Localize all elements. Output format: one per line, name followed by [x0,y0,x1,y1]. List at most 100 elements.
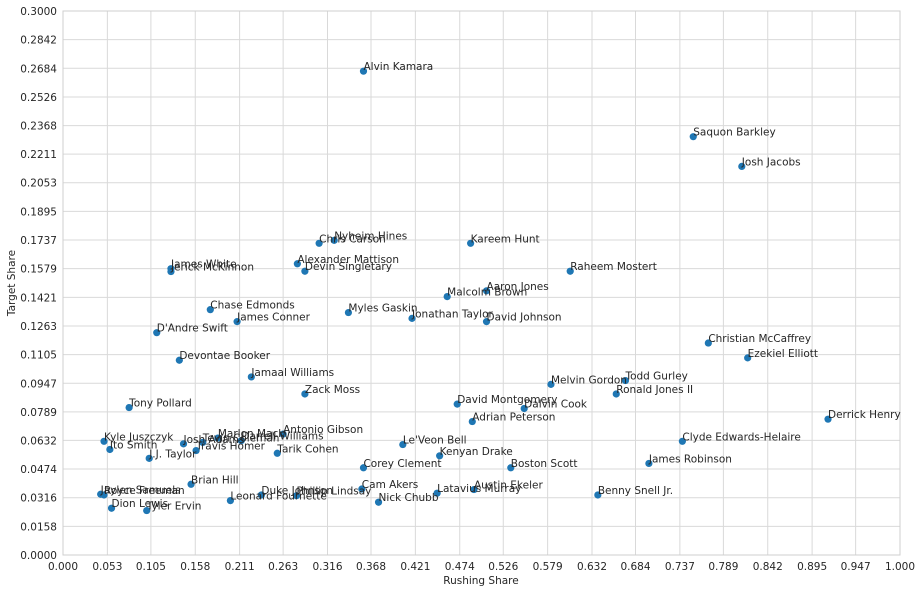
point-label: J.J. Taylor [148,448,197,460]
data-point [330,236,338,244]
y-tick-label: 0.2684 [20,63,57,75]
point-label: D'Andre Swift [157,323,228,335]
data-point [167,267,175,276]
data-point [470,485,478,494]
data-point [467,239,475,247]
data-point [179,440,188,448]
point-label: James White [170,259,237,271]
point-label: Saquon Barkley [693,127,775,139]
point-label: David Johnson [487,312,562,324]
data-point [744,354,752,362]
point-label: Tyler Ervin [146,501,202,513]
point-label: Myles Gaskin [348,303,417,315]
data-point [344,308,353,317]
point-label: Cam Akers [362,479,418,491]
point-label: Josh Adams [183,434,245,446]
data-point [175,356,183,364]
x-tick-label: 0.053 [92,561,122,573]
x-tick-labels: 0.000 0.053 0.105 0.158 0.211 0.263 0.316 0.368… [48,561,915,573]
grid-lines [62,10,901,556]
point-label: Darrell Williams [241,431,323,443]
data-point [292,492,301,500]
point-label: Dalvin Cook [524,398,588,410]
y-tick-labels: 0.0000 0.0158 0.0316 0.0474 0.0632 0.0789 0.09… [20,6,57,562]
x-tick-label: 0.368 [356,561,386,573]
data-point [247,373,255,381]
data-point [547,380,555,388]
x-tick-label: 0.000 [48,561,78,573]
point-label: Ito Smith [110,439,158,451]
point-label: Christian McCaffrey [708,333,811,345]
y-tick-label: 0.1421 [20,292,57,304]
x-tick-label: 0.105 [136,561,166,573]
x-tick-label: 0.316 [312,561,342,573]
data-point [436,452,444,460]
x-tick-label: 0.579 [533,561,563,573]
data-point [824,415,832,423]
x-tick-label: 0.842 [753,561,783,573]
point-label: Travis Homer [195,441,266,453]
data-point [433,489,441,497]
data-point [233,318,241,326]
data-point [199,438,207,446]
data-point [153,329,161,337]
data-point [145,454,153,462]
data-point [507,464,515,472]
data-point [621,376,630,385]
x-tick-label: 0.526 [488,561,518,573]
x-tick-label: 0.474 [445,561,475,573]
point-label: Kareem Hunt [471,233,540,245]
point-label: Jerick McKinnon [170,262,254,274]
y-tick-label: 0.0000 [20,550,57,562]
point-label: Corey Clement [363,458,441,470]
point-label: Todd Gurley [624,371,687,383]
point-label: Jaylen Samuels [100,484,181,496]
data-point [315,239,323,247]
data-point [359,464,368,472]
x-tick-label: 0.737 [665,561,695,573]
y-tick-label: 0.3000 [20,6,57,18]
point-label: Clyde Edwards-Helaire [682,431,800,443]
point-label: Leonard Fournette [230,491,326,503]
data-point [689,133,697,141]
data-point [257,491,265,499]
point-label: David Montgomery [457,394,557,406]
point-label: Malcolm Brown [447,287,527,299]
point-label: Devin Singletary [305,261,392,273]
point-label: Phillip Lindsay [297,486,372,498]
data-point [374,498,383,506]
x-tick-label: 0.684 [620,561,650,573]
data-point [237,436,245,445]
point-label: Zack Moss [305,384,360,396]
point-label: Brian Hill [191,474,239,486]
point-label: Duke Johnson [261,485,333,497]
data-point [468,417,476,426]
point-label: Nyheim Hines [334,230,407,242]
y-tick-label: 0.0316 [20,493,57,505]
data-points [97,67,832,515]
point-label: James Robinson [648,453,732,465]
x-tick-label: 0.421 [400,561,430,573]
point-label: Alexander Mattison [297,254,399,266]
point-label: Benny Snell Jr. [598,485,673,497]
point-label: Marlon Mack [218,428,285,440]
data-point [612,390,620,398]
y-tick-label: 0.1737 [20,235,57,247]
point-label: Adrian Peterson [472,412,555,424]
point-label: Ezekiel Elliott [748,348,818,360]
data-point [738,162,746,171]
data-point [226,497,234,505]
data-point [106,445,114,454]
point-label: Devontae Booker [179,350,270,362]
point-label: Melvin Gordon [551,374,627,386]
data-point [206,306,214,314]
point-label: Nick Chubb [379,492,439,504]
data-point [645,459,653,468]
x-tick-label: 0.632 [577,561,607,573]
point-label: Austin Ekeler [474,480,544,492]
data-point [107,504,116,512]
x-tick-label: 0.947 [841,561,871,573]
data-point [100,437,108,445]
y-tick-label: 0.0474 [20,464,57,476]
